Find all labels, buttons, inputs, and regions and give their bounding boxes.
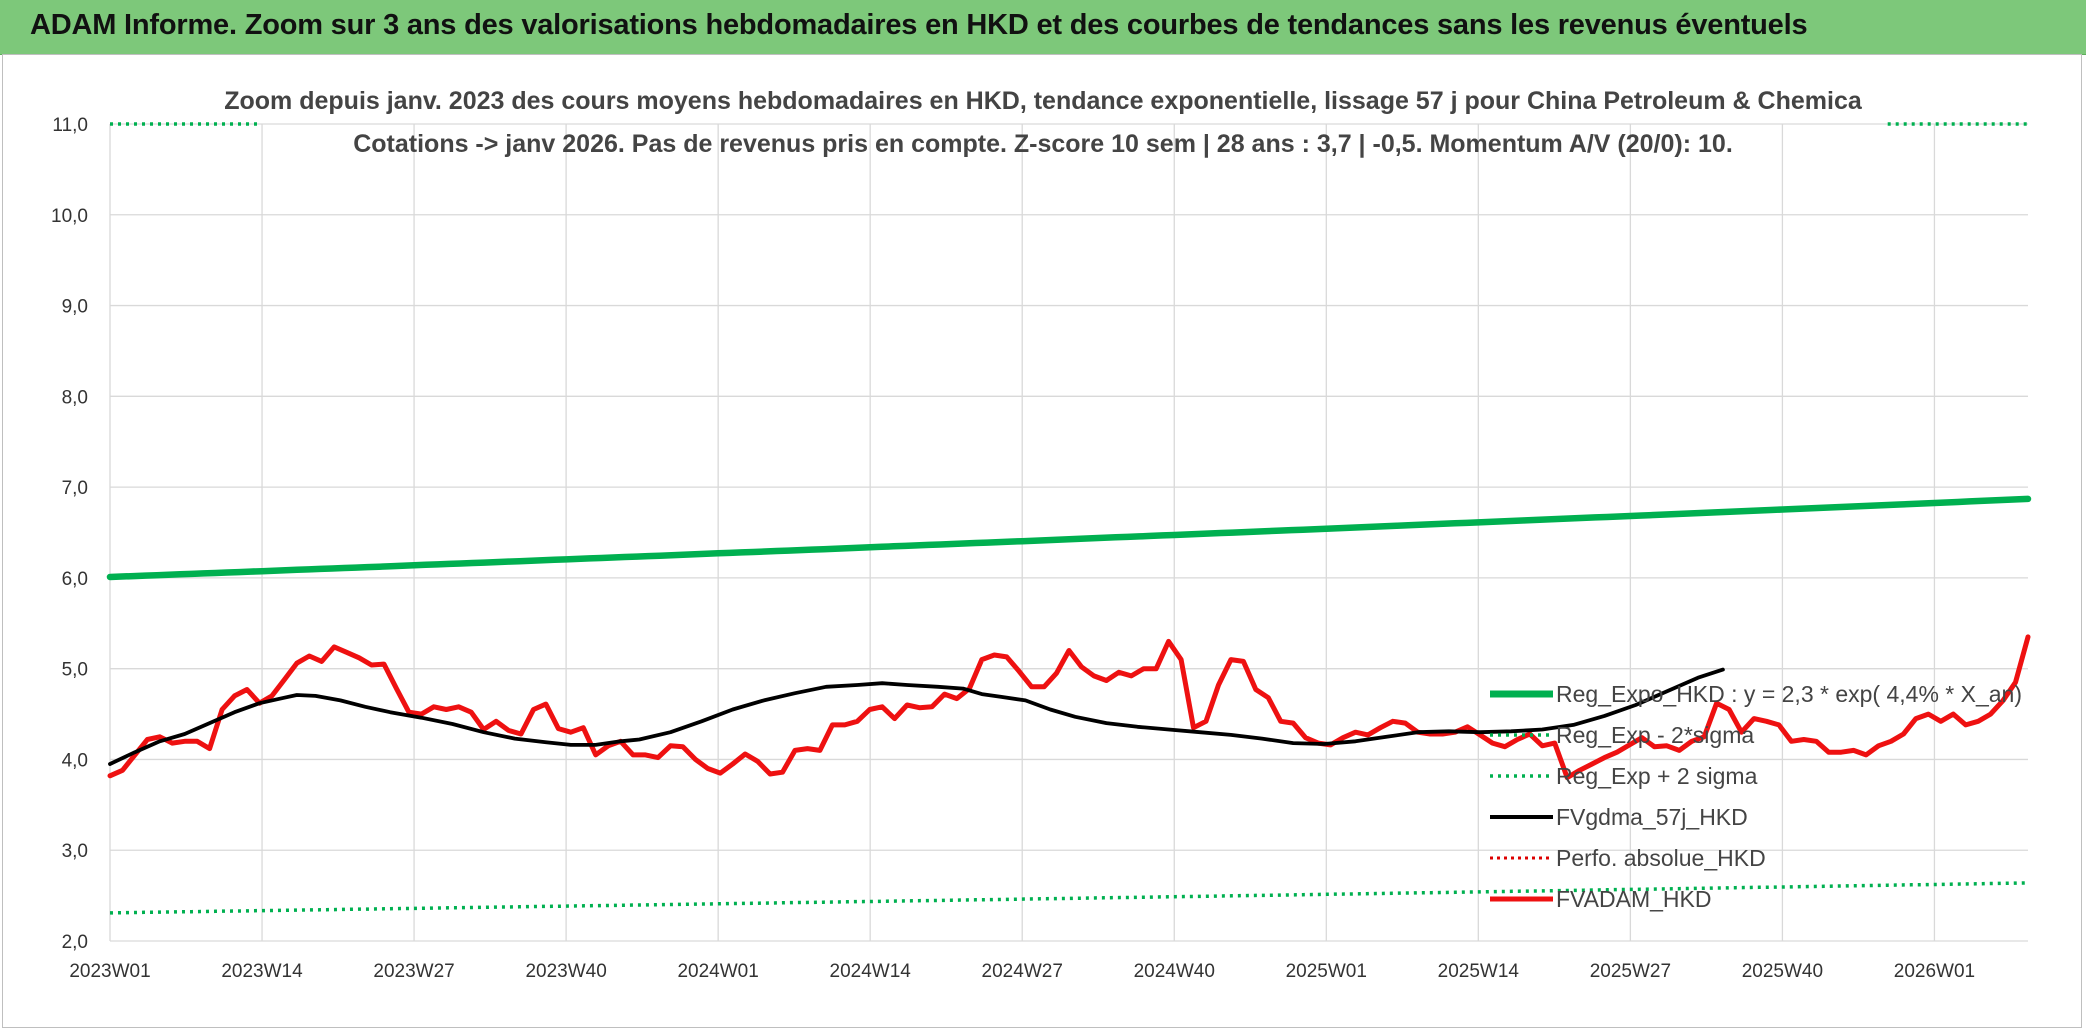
x-tick-label: 2023W27 <box>373 961 454 982</box>
legend-label: Reg_Exp - 2*sigma <box>1556 722 1754 748</box>
chart-frame <box>2 54 2082 1028</box>
x-tick-label: 2023W01 <box>69 961 150 982</box>
x-tick-label: 2024W40 <box>1134 961 1215 982</box>
y-tick-label: 3,0 <box>62 841 88 862</box>
x-tick-label: 2025W27 <box>1590 961 1671 982</box>
legend-label: FVADAM_HKD <box>1556 886 1712 912</box>
chart-legend: Reg_Expo_HKD : y = 2,3 * exp( 4,4% * X_a… <box>1490 681 2022 912</box>
x-tick-label: 2024W01 <box>677 961 758 982</box>
x-tick-label: 2026W01 <box>1894 961 1975 982</box>
legend-label: FVgdma_57j_HKD <box>1556 804 1748 830</box>
y-tick-label: 11,0 <box>52 115 88 136</box>
chart-title: Zoom depuis janv. 2023 des cours moyens … <box>224 87 1863 115</box>
x-axis-ticks: 2023W01 2023W14 2023W27 2023W40 2024W01 2024W… <box>69 961 1975 982</box>
y-tick-label: 8,0 <box>62 387 88 408</box>
series-fvgdma-line <box>108 667 1725 766</box>
series-reg-exp-minus-2sigma-line <box>109 881 2029 915</box>
y-tick-label: 2,0 <box>62 932 88 953</box>
y-axis-ticks: 2,0 3,0 4,0 5,0 6,0 7,0 8,0 9,0 10,0 11,0 <box>51 115 88 953</box>
x-tick-label: 2023W14 <box>221 961 303 982</box>
y-tick-label: 4,0 <box>62 750 88 771</box>
x-tick-label: 2024W27 <box>982 961 1063 982</box>
x-tick-label: 2025W40 <box>1742 961 1823 982</box>
x-tick-label: 2024W14 <box>830 961 912 982</box>
y-tick-label: 5,0 <box>62 660 88 681</box>
chart-series <box>106 122 2032 915</box>
y-tick-label: 7,0 <box>62 478 88 499</box>
report-banner-title: ADAM Informe. Zoom sur 3 ans des valoris… <box>30 9 1808 41</box>
legend-label: Perfo. absolue_HKD <box>1556 845 1766 871</box>
x-tick-label: 2025W14 <box>1438 961 1520 982</box>
x-tick-label: 2025W01 <box>1286 961 1367 982</box>
series-fvadam-line <box>107 634 2031 781</box>
y-tick-label: 9,0 <box>62 297 88 318</box>
report-banner: ADAM Informe. Zoom sur 3 ans des valoris… <box>0 0 2086 55</box>
series-reg-expo-line <box>106 495 2032 581</box>
chart-grid <box>109 123 2028 942</box>
chart-subtitle: Cotations -> janv 2026. Pas de revenus p… <box>353 130 1733 158</box>
x-tick-label: 2023W40 <box>525 961 606 982</box>
legend-label: Reg_Expo_HKD : y = 2,3 * exp( 4,4% * X_a… <box>1556 681 2022 707</box>
legend-label: Reg_Exp + 2 sigma <box>1556 763 1758 789</box>
y-tick-label: 6,0 <box>62 569 88 590</box>
y-tick-label: 10,0 <box>51 206 88 227</box>
